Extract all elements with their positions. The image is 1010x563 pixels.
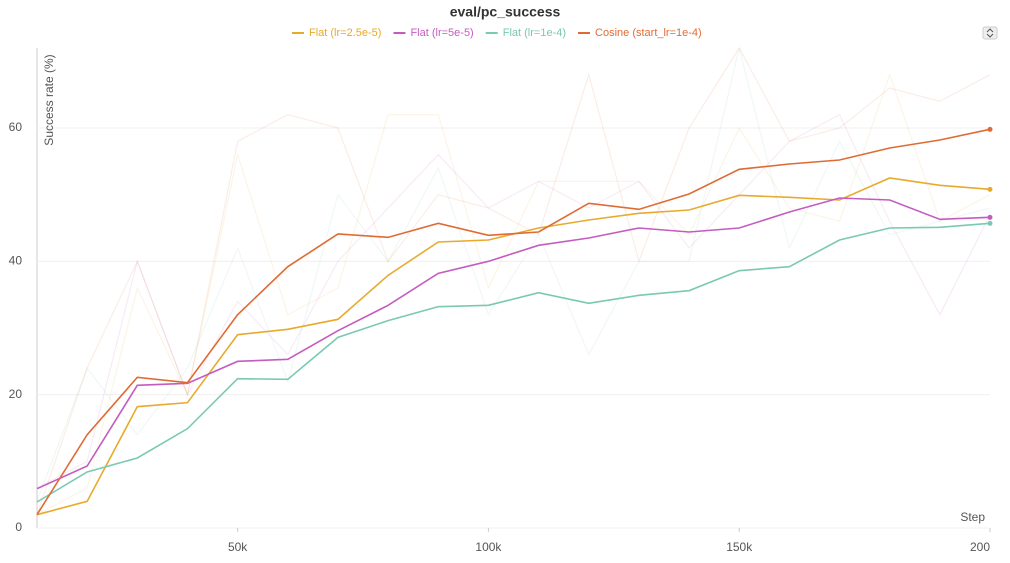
- legend-label: Cosine (start_lr=1e-4): [595, 27, 702, 39]
- y-tick-label: 20: [9, 387, 23, 401]
- raw-line: [36, 46, 991, 515]
- x-tick-label: 50k: [228, 540, 248, 554]
- legend-label: Flat (lr=1e-4): [503, 27, 566, 39]
- menu-icon[interactable]: [982, 26, 998, 40]
- legend-label: Flat (lr=2.5e-5): [309, 27, 381, 39]
- chart-title: eval/pc_success: [450, 4, 561, 20]
- x-tick-label: 200: [970, 540, 990, 554]
- end-point: [987, 214, 993, 220]
- series-line: [36, 128, 991, 516]
- raw-line: [36, 47, 991, 502]
- series-line: [36, 197, 991, 490]
- x-tick-label: 100k: [475, 540, 502, 554]
- x-tick-label: 150k: [726, 540, 753, 554]
- legend-label: Flat (lr=5e-5): [410, 27, 473, 39]
- y-tick-label: 40: [9, 254, 23, 268]
- y-axis-label: Success rate (%): [42, 54, 56, 145]
- raw-line: [36, 72, 991, 516]
- y-tick-label: 60: [9, 120, 23, 134]
- menu-button[interactable]: [982, 26, 998, 40]
- series-line: [36, 222, 991, 503]
- end-point: [987, 126, 993, 132]
- menu-arrows: [986, 28, 994, 38]
- y-tick-label: 0: [15, 520, 22, 534]
- x-axis-label: Step: [960, 510, 985, 524]
- series-line: [36, 177, 991, 516]
- legend: Flat (lr=2.5e-5) Flat (lr=5e-5) Flat (lr=1…: [292, 27, 702, 39]
- end-point: [987, 186, 993, 192]
- raw-line: [36, 113, 991, 489]
- end-point: [987, 220, 993, 226]
